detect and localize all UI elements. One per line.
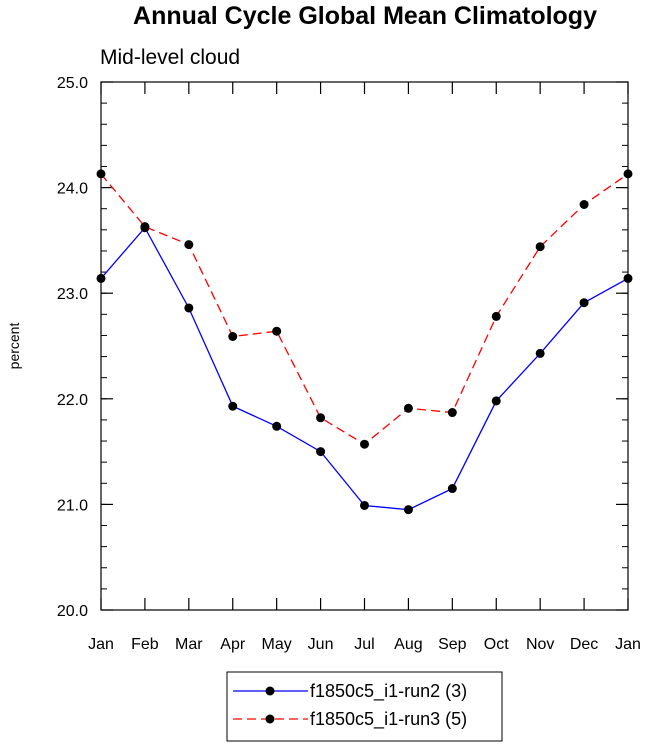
series-2-point xyxy=(579,199,589,209)
series-1-point xyxy=(447,484,457,494)
x-tick-label: Jan xyxy=(88,636,114,653)
y-tick-label: 24.0 xyxy=(57,181,88,198)
y-tick-labels: 20.0 21.0 22.0 23.0 24.0 25.0 xyxy=(57,75,88,620)
y-tick-label: 23.0 xyxy=(57,286,88,303)
series-1-point xyxy=(491,396,501,406)
series-2-point xyxy=(140,222,150,232)
series-1-point xyxy=(579,298,589,308)
x-tick-label: Jun xyxy=(308,636,334,653)
major-ticks xyxy=(100,81,629,611)
legend: f1850c5_i1-run2 (3) f1850c5_i1-run3 (5) xyxy=(226,671,503,742)
series-layer xyxy=(96,169,633,515)
x-tick-label: Jul xyxy=(354,636,374,653)
chart-title: Annual Cycle Global Mean Climatology xyxy=(133,2,597,30)
series-2-point xyxy=(535,242,545,252)
series-2-point xyxy=(228,331,238,341)
y-tick-label: 22.0 xyxy=(57,392,88,409)
series-2-point xyxy=(447,408,457,418)
x-tick-label: Mar xyxy=(175,636,203,653)
series-1-point xyxy=(316,447,326,457)
legend-box xyxy=(226,671,503,742)
x-tick-label: Jan xyxy=(615,636,641,653)
legend-label-1: f1850c5_i1-run2 (3) xyxy=(310,681,467,702)
series-1-point xyxy=(184,303,194,313)
x-tick-label: Nov xyxy=(526,636,554,653)
y-tick-label: 21.0 xyxy=(57,497,88,514)
legend-marker-2 xyxy=(265,714,275,724)
series-2-point xyxy=(491,311,501,321)
series-1-point xyxy=(360,500,369,510)
series-1-point xyxy=(272,421,282,431)
x-tick-label: Oct xyxy=(484,636,509,653)
y-axis-label: percent xyxy=(6,323,22,370)
x-tick-label: Apr xyxy=(220,636,246,653)
minor-ticks xyxy=(101,81,628,611)
x-tick-label: May xyxy=(262,636,292,653)
chart-subtitle: Mid-level cloud xyxy=(100,46,240,69)
series-2-point xyxy=(403,403,413,413)
legend-label-2: f1850c5_i1-run3 (5) xyxy=(310,709,467,730)
series-1-point xyxy=(403,505,413,515)
x-tick-labels: Jan Feb Mar Apr May Jun Jul Aug Sep Oct Nov Dec Jan xyxy=(88,636,641,653)
series-1-point xyxy=(535,348,545,358)
series-2-point xyxy=(272,326,282,336)
x-tick-label: Aug xyxy=(394,636,422,653)
x-tick-label: Dec xyxy=(570,636,598,653)
legend-items: f1850c5_i1-run2 (3) f1850c5_i1-run3 (5) xyxy=(233,681,467,730)
plot-frame xyxy=(100,81,629,611)
series-line-1 xyxy=(100,226,629,511)
y-tick-label: 20.0 xyxy=(57,603,88,620)
x-tick-label: Sep xyxy=(438,636,467,653)
series-line-2 xyxy=(100,173,629,445)
series-2-point xyxy=(184,240,194,250)
y-tick-label: 25.0 xyxy=(57,75,88,92)
legend-marker-1 xyxy=(265,686,275,696)
series-1-point xyxy=(228,401,238,411)
x-tick-label: Feb xyxy=(131,636,159,653)
series-2-point xyxy=(360,439,369,449)
series-2-point xyxy=(316,413,326,423)
